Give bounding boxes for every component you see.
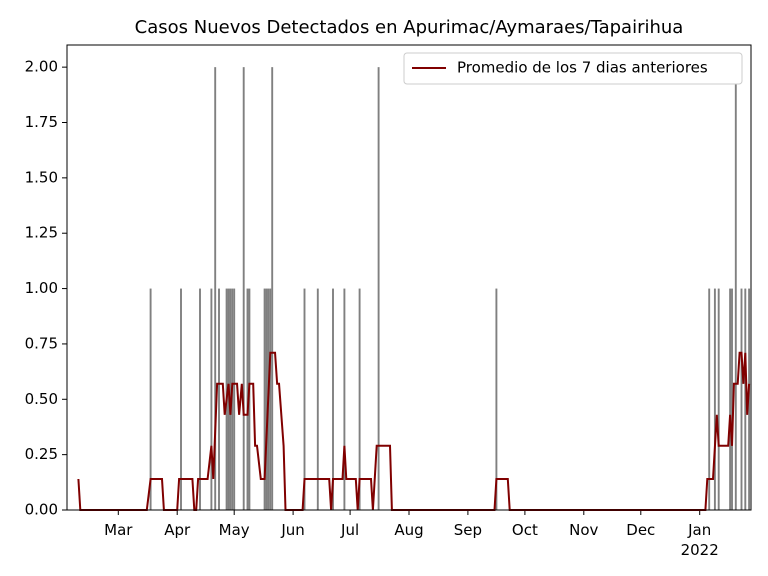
bar bbox=[740, 288, 743, 510]
axes-frame bbox=[66, 44, 752, 511]
chart-title: Casos Nuevos Detectados en Apurimac/Ayma… bbox=[135, 17, 684, 38]
line bbox=[77, 351, 751, 511]
x-tick-label: Apr bbox=[164, 521, 191, 539]
bar bbox=[316, 288, 319, 510]
bar bbox=[263, 288, 266, 510]
bar bbox=[729, 288, 732, 510]
x-tick-label: Mar bbox=[104, 521, 133, 539]
bar bbox=[343, 288, 346, 510]
x-tick-label: May bbox=[218, 521, 250, 539]
legend-label: Promedio de los 7 dias anteriores bbox=[457, 59, 708, 77]
bar bbox=[265, 288, 268, 510]
bar bbox=[332, 288, 334, 510]
bar bbox=[233, 288, 236, 510]
bar bbox=[495, 288, 498, 510]
bar bbox=[731, 288, 733, 510]
bar bbox=[218, 288, 220, 510]
legend-box bbox=[403, 52, 743, 85]
bar bbox=[358, 288, 361, 510]
bar bbox=[708, 288, 711, 510]
x-tick-label: Jan 2022 bbox=[680, 521, 719, 559]
y-tick-label: 1.00 bbox=[25, 279, 58, 297]
bar bbox=[199, 288, 201, 510]
x-tick-label: Aug bbox=[394, 521, 424, 539]
y-tick-label: 1.50 bbox=[25, 168, 58, 186]
x-tick-label: Jun bbox=[281, 521, 305, 539]
y-tick-label: 1.75 bbox=[25, 113, 58, 131]
y-tick-label: 0.75 bbox=[25, 334, 58, 352]
x-tick-label: Nov bbox=[569, 521, 599, 539]
bar bbox=[149, 288, 152, 510]
y-tick-label: 0.50 bbox=[25, 390, 58, 408]
y-tick-label: 1.25 bbox=[25, 224, 58, 242]
x-tick-label: Dec bbox=[626, 521, 656, 539]
bar bbox=[303, 288, 306, 510]
bar bbox=[214, 67, 217, 511]
bar bbox=[242, 67, 245, 511]
x-tick-label: Jul bbox=[341, 521, 360, 539]
bar bbox=[717, 288, 720, 510]
x-tick-label: Oct bbox=[511, 521, 538, 539]
bar bbox=[271, 67, 274, 511]
bar bbox=[744, 288, 747, 510]
y-tick-label: 0.00 bbox=[25, 501, 58, 519]
y-tick-label: 2.00 bbox=[25, 58, 58, 76]
y-tick-label: 0.25 bbox=[25, 445, 58, 463]
bar bbox=[210, 288, 213, 510]
bar bbox=[180, 288, 182, 510]
bar bbox=[269, 288, 272, 510]
x-tick-label: Sep bbox=[453, 521, 483, 539]
bar bbox=[734, 67, 737, 511]
bar bbox=[713, 288, 716, 510]
bar bbox=[377, 67, 380, 511]
